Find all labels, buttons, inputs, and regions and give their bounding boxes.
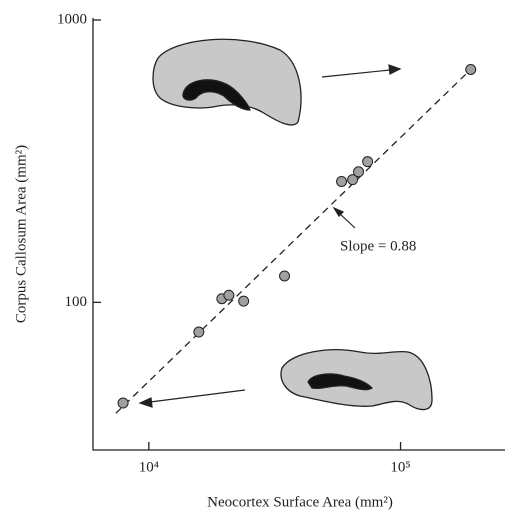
point (353, 166, 365, 178)
axes (92, 18, 505, 451)
y-tick-label: 100 (65, 294, 88, 310)
x-axis-label: Neocortex Surface Area (mm²) (207, 494, 393, 510)
point (465, 63, 477, 75)
point (223, 289, 235, 301)
trend-line (115, 69, 472, 414)
brain-illustration (152, 38, 433, 411)
x-tick-label: 10⁴ (139, 459, 159, 475)
annotation: Slope = 0.88 (340, 238, 416, 254)
annotation-arrows (138, 64, 402, 408)
point (347, 174, 359, 186)
point (362, 156, 374, 168)
y-axis-label: Corpus Callosum Area (mm²) (13, 145, 29, 323)
point (238, 295, 250, 307)
x-tick-label: 10⁵ (390, 459, 410, 475)
point (193, 326, 205, 338)
y-tick-label: 1000 (57, 11, 87, 27)
point (117, 397, 129, 409)
point (279, 270, 291, 282)
point (336, 175, 348, 187)
